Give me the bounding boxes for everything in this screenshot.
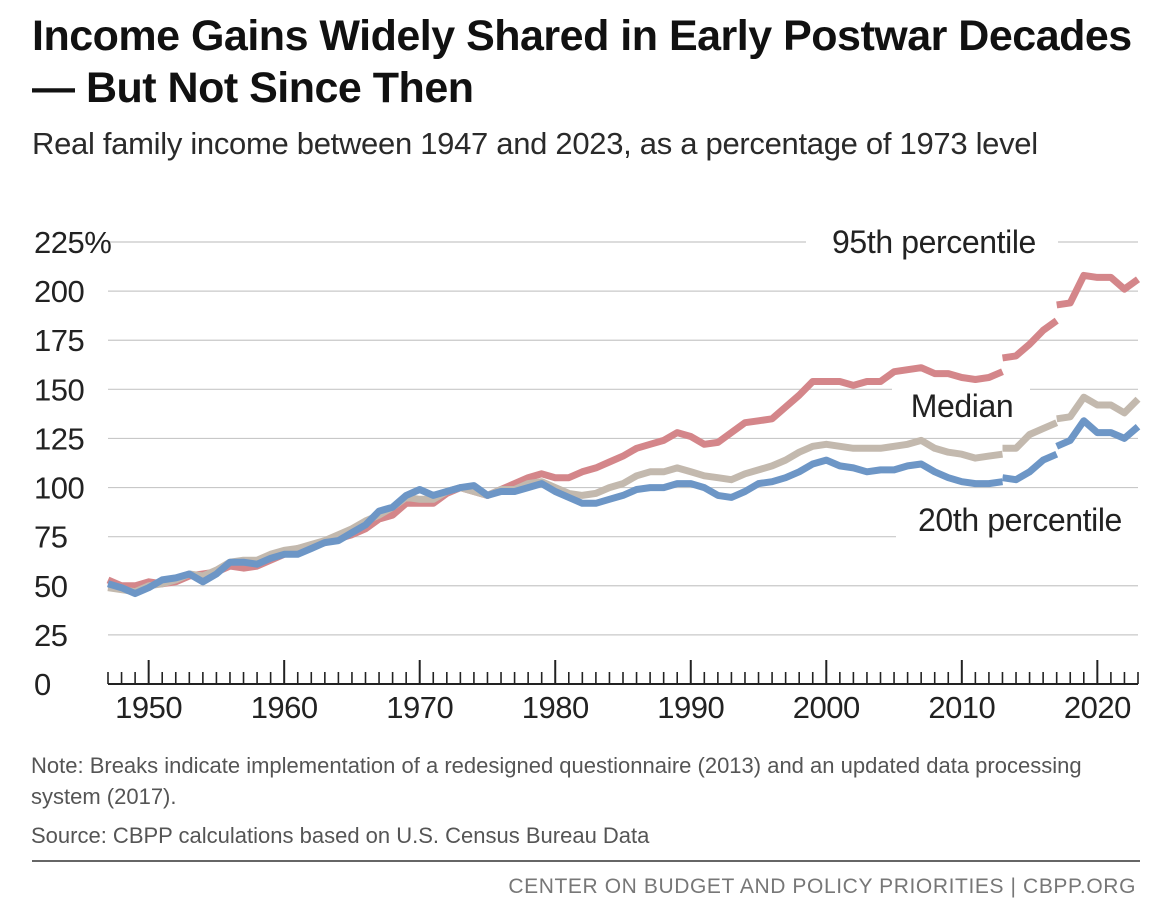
y-tick-label-75: 75 bbox=[34, 520, 67, 555]
series-line-20th-percentile-segment-3 bbox=[1055, 417, 1141, 450]
gridlines bbox=[108, 241, 1138, 636]
footer-credit: CENTER ON BUDGET AND POLICY PRIORITIES |… bbox=[508, 875, 1136, 898]
x-axis: 1950 1960 1970 1980 1990 2000 2010 2020 bbox=[107, 660, 1139, 725]
chart-note: Note: Breaks indicate implementation of … bbox=[31, 753, 1082, 809]
x-tick-label-1990: 1990 bbox=[657, 690, 724, 725]
series-line-95th-percentile-segment-1 bbox=[106, 364, 1004, 590]
footer-divider bbox=[32, 860, 1140, 862]
series-lines bbox=[106, 271, 1141, 598]
x-tick-label-1950: 1950 bbox=[115, 690, 182, 725]
y-tick-label-0: 0 bbox=[34, 667, 51, 702]
x-tick-label-2020: 2020 bbox=[1064, 690, 1131, 725]
y-tick-label-25: 25 bbox=[34, 618, 67, 653]
chart-subtitle: Real family income between 1947 and 2023… bbox=[32, 126, 1038, 161]
series-line-median-segment-2 bbox=[1002, 419, 1059, 452]
y-tick-label-50: 50 bbox=[34, 569, 68, 604]
x-tick-label-1960: 1960 bbox=[251, 690, 318, 725]
x-tick-label-2010: 2010 bbox=[928, 690, 995, 725]
x-tick-label-1980: 1980 bbox=[522, 690, 589, 725]
y-tick-label-100: 100 bbox=[34, 471, 84, 506]
series-line-95th-percentile-segment-3 bbox=[1056, 271, 1141, 309]
y-axis-tick-labels: 0 25 50 75 100 125 150 175 200 225% bbox=[34, 225, 112, 702]
y-tick-label-225: 225% bbox=[34, 225, 111, 260]
series-line-20th-percentile-segment-2 bbox=[1001, 450, 1059, 484]
chart-title: Income Gains Widely Shared in Early Post… bbox=[32, 12, 1132, 112]
x-tick-label-1970: 1970 bbox=[386, 690, 453, 725]
series-label-backdrop-95th-percentile bbox=[806, 223, 1058, 263]
series-line-20th-percentile-segment-1 bbox=[107, 456, 1003, 598]
series-label-backdrop-median bbox=[892, 387, 1030, 427]
y-tick-label-175: 175 bbox=[34, 323, 84, 358]
y-tick-label-200: 200 bbox=[34, 274, 84, 309]
y-tick-label-150: 150 bbox=[34, 372, 84, 407]
chart-source: Source: CBPP calculations based on U.S. … bbox=[31, 823, 650, 848]
series-label-95th-percentile: 95th percentile bbox=[832, 224, 1036, 260]
series-line-median-segment-3 bbox=[1056, 393, 1141, 423]
x-tick-label-2000: 2000 bbox=[793, 690, 860, 725]
series-label-backdrop-20th-percentile bbox=[896, 501, 1140, 541]
series-label-20th-percentile: 20th percentile bbox=[918, 502, 1122, 538]
series-label-median: Median bbox=[911, 388, 1014, 424]
series-line-95th-percentile-segment-2 bbox=[1001, 317, 1059, 362]
series-labels: 95th percentile Median 20th percentile bbox=[806, 223, 1140, 541]
y-tick-label-125: 125 bbox=[34, 421, 84, 456]
